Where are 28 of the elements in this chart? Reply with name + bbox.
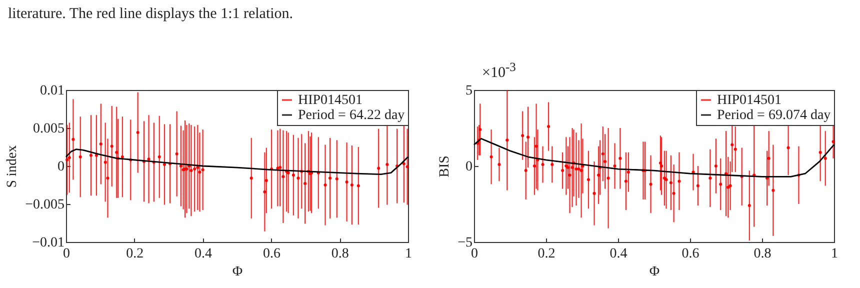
legend-label: Period = 69.074 day [717, 108, 831, 123]
y-tick-label: 0.005 [33, 122, 64, 136]
y-tick-label: −0.005 [25, 198, 64, 212]
y-axis-title: S index [5, 145, 20, 188]
x-tick-label: 1 [405, 246, 412, 262]
y-tick-label: −5 [458, 236, 472, 250]
y-axis-title: BIS [438, 156, 453, 178]
legend-label: HIP014501 [298, 93, 363, 108]
x-tick-label: 0.6 [262, 246, 280, 262]
x-tick-label: 0.2 [126, 246, 144, 262]
y-tick-label: −0.01 [32, 236, 64, 250]
text: ×10$^{-3}$ [482, 60, 516, 82]
text: literature. The red line displays the 1:1 relation. [8, 6, 294, 23]
legend-label: HIP014501 [717, 93, 782, 108]
y-tick-label: 0 [58, 160, 64, 174]
y-tick-label: 0 [466, 160, 472, 174]
x-tick-label: 1 [831, 246, 838, 262]
x-tick-label: 0.4 [610, 246, 628, 262]
x-tick-label: 0.8 [331, 246, 349, 262]
x-tick-label: 0.6 [682, 246, 700, 262]
legend-label: Period = 64.22 day [298, 108, 405, 123]
x-tick-label: 0.2 [538, 246, 556, 262]
x-tick-label: 0.4 [194, 246, 212, 262]
x-tick-label: 0.8 [754, 246, 772, 262]
y-tick-label: 0.01 [40, 84, 64, 98]
x-axis-title: Φ [649, 264, 660, 280]
x-axis-title: Φ [232, 264, 243, 280]
y-tick-label: 5 [466, 84, 472, 98]
